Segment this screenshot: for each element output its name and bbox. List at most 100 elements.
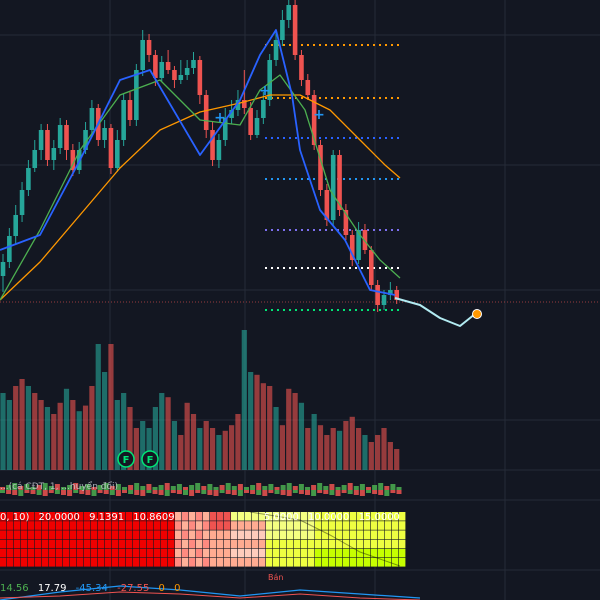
heatmap-cell-46-0 (322, 512, 329, 521)
osc-hist-up-4 (24, 484, 30, 490)
heatmap-cell-36-3 (252, 539, 259, 549)
heatmap-cell-4-0 (28, 512, 35, 521)
candle-body-38 (242, 100, 247, 108)
heatmap-cell-4-4 (28, 548, 35, 558)
heatmap-cell-1-0 (7, 512, 14, 521)
heatmap-cell-5-4 (35, 548, 42, 558)
osc-hist-up-56 (341, 485, 347, 490)
volume-bar-62 (394, 449, 400, 470)
candle-body-48 (305, 80, 311, 95)
heatmap-cell-46-4 (322, 548, 329, 558)
heatmap-cell-53-1 (371, 521, 378, 530)
osc-hist-down-2 (12, 490, 18, 495)
osc-hist-up-14 (85, 484, 91, 490)
candle-body-39 (248, 108, 253, 135)
heatmap-cell-33-4 (231, 548, 238, 558)
heatmap-cell-48-5 (336, 558, 343, 567)
heatmap-cell-9-0 (63, 512, 70, 521)
heatmap-cell-35-1 (245, 521, 252, 530)
heatmap-cell-51-1 (357, 521, 364, 530)
osc-hist-up-23 (140, 486, 146, 490)
heatmap-cell-53-4 (371, 548, 378, 558)
candle-body-47 (299, 55, 304, 80)
heatmap-cell-50-0 (350, 512, 357, 521)
heatmap-cell-7-2 (49, 530, 56, 539)
heatmap-cell-23-3 (161, 539, 168, 549)
candle-body-57 (362, 230, 368, 250)
heatmap-cell-10-4 (70, 548, 77, 558)
heatmap-cell-49-0 (343, 512, 350, 521)
volume-bar-40 (254, 374, 260, 470)
heatmap-cell-45-0 (315, 512, 322, 521)
osc-hist-up-2 (12, 483, 18, 490)
volume-bar-39 (248, 372, 254, 470)
heatmap-cell-34-2 (238, 530, 245, 539)
heatmap-cell-48-0 (336, 512, 343, 521)
osc-hist-down-29 (176, 490, 182, 494)
candle-body-58 (369, 250, 374, 285)
heatmap-cell-27-4 (189, 548, 196, 558)
heatmap-cell-42-2 (294, 530, 301, 539)
volume-bar-45 (286, 388, 292, 470)
heatmap-cell-10-0 (70, 512, 77, 521)
heatmap-cell-55-0 (385, 512, 392, 521)
heatmap-cell-52-0 (364, 512, 371, 521)
candle-body-26 (165, 62, 171, 70)
osc-hist-up-38 (231, 486, 237, 490)
heatmap-cell-32-3 (224, 539, 231, 549)
volume-bar-51 (324, 435, 330, 470)
heatmap-cell-10-5 (70, 558, 77, 567)
heatmap-cell-56-0 (392, 512, 399, 521)
osc-hist-down-55 (335, 490, 341, 496)
heatmap-cell-30-3 (210, 539, 217, 549)
oscillator-signal-line (0, 591, 421, 600)
heatmap-cell-51-2 (357, 530, 364, 539)
heatmap-cell-5-2 (35, 530, 42, 539)
heatmap-cell-49-3 (343, 539, 350, 549)
heatmap-cell-20-2 (140, 530, 147, 539)
heatmap-cell-7-1 (49, 521, 56, 530)
heatmap-cell-4-2 (28, 530, 35, 539)
heatmap-cell-14-4 (98, 548, 105, 558)
osc-hist-down-40 (244, 490, 249, 493)
heatmap-cell-20-1 (140, 521, 147, 530)
heatmap-cell-6-3 (42, 539, 49, 549)
volume-bar-11 (70, 400, 76, 470)
slow-ma-line (0, 94, 401, 301)
osc-value-4: 0 (158, 583, 165, 594)
heatmap-cell-15-3 (105, 539, 112, 549)
candle-body-33 (210, 130, 215, 160)
heatmap-cell-8-0 (56, 512, 63, 521)
osc-hist-down-25 (152, 490, 158, 494)
heatmap-cell-49-1 (343, 521, 350, 530)
osc-hist-up-35 (213, 487, 219, 490)
heatmap-cell-19-2 (133, 530, 140, 539)
heatmap-cell-14-2 (98, 530, 105, 539)
heatmap-cell-14-5 (98, 558, 105, 567)
heatmap-cell-3-0 (21, 512, 28, 521)
oscillator-values: 14.56 17.79 -45.34 -27.55 0 0 (0, 583, 186, 594)
osc-hist-up-65 (396, 487, 402, 490)
heatmap-cell-55-1 (385, 521, 392, 530)
heatmap-cell-3-3 (21, 539, 28, 549)
heatmap-cell-56-5 (392, 558, 399, 567)
heatmap-cell-9-5 (63, 558, 70, 567)
osc-hist-up-39 (237, 484, 243, 490)
heatmap-cell-25-5 (175, 558, 182, 567)
heatmap-cell-8-1 (56, 521, 63, 530)
heatmap-cell-11-5 (77, 558, 84, 567)
heatmap-cell-18-0 (126, 512, 133, 521)
heatmap-cell-36-4 (252, 548, 259, 558)
heatmap-cell-34-3 (238, 539, 245, 549)
heatmap-cell-18-1 (126, 521, 133, 530)
heatmap-cell-26-5 (182, 558, 189, 567)
candle-body-24 (153, 55, 158, 78)
heatmap-cell-22-0 (154, 512, 161, 521)
osc-hist-up-26 (158, 485, 164, 490)
osc-hist-down-45 (274, 490, 280, 494)
osc-hist-up-40 (244, 487, 249, 490)
volume-bar-52 (330, 428, 336, 470)
osc-hist-down-46 (280, 490, 286, 495)
